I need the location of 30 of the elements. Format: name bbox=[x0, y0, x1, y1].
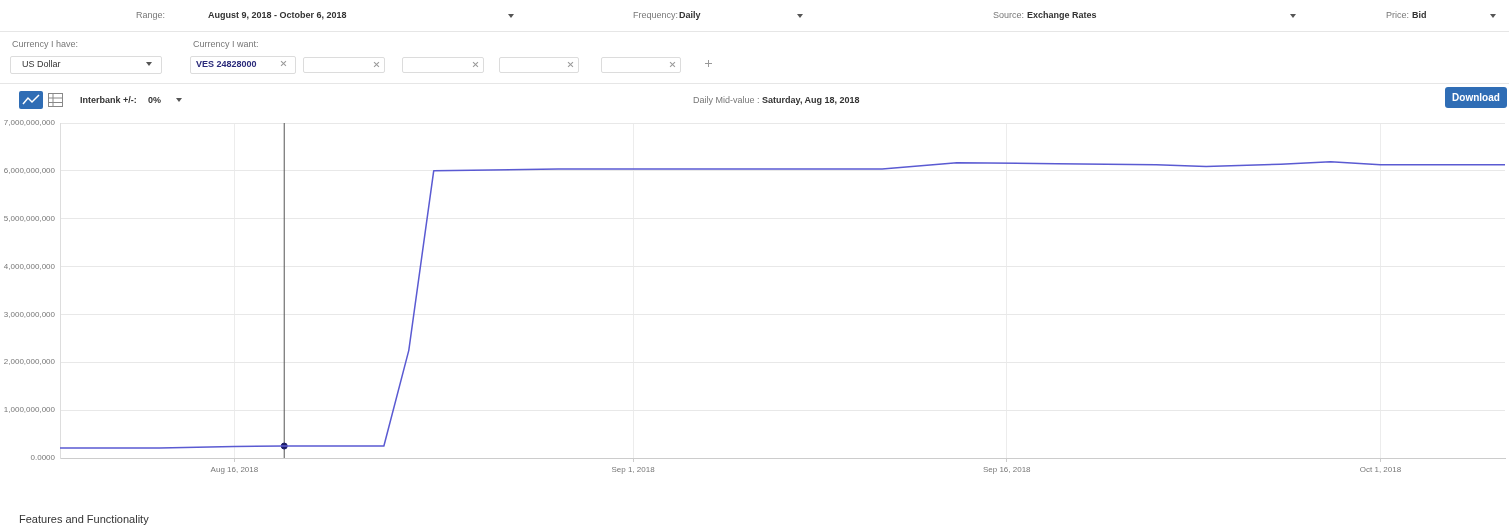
download-button: Download bbox=[1445, 87, 1507, 108]
text: Range: bbox=[136, 10, 166, 21]
y-tick-label: 0.0000 bbox=[30, 453, 56, 463]
text: August 9, 2018 - October 6, 2018 bbox=[208, 10, 347, 21]
y-tick-label: 1,000,000,000 bbox=[3, 405, 56, 415]
x-tick-label: Oct 1, 2018 bbox=[1359, 465, 1402, 474]
y-tick-label: 4,000,000,000 bbox=[3, 261, 56, 271]
text: Exchange Rates bbox=[1027, 10, 1097, 21]
text: Features and Functionality bbox=[19, 512, 149, 526]
text: Currency I want: bbox=[193, 39, 259, 50]
y-tick-label: 2,000,000,000 bbox=[3, 357, 56, 367]
text: Saturday, Aug 18, 2018 bbox=[762, 95, 860, 105]
y-tick-label: 6,000,000,000 bbox=[3, 166, 56, 176]
text: Bid bbox=[1412, 10, 1427, 21]
x-tick-label: Sep 1, 2018 bbox=[611, 465, 656, 474]
text: Interbank +/-: bbox=[80, 95, 137, 106]
x-tick-label: Aug 16, 2018 bbox=[210, 465, 259, 474]
text: 0% bbox=[148, 95, 162, 106]
text: Daily Mid-value : bbox=[693, 95, 761, 105]
text: VES 24828000 bbox=[196, 59, 257, 70]
text: US Dollar bbox=[22, 59, 61, 70]
text: Price: bbox=[1386, 10, 1410, 21]
text: Frequency: bbox=[633, 10, 679, 21]
text: Currency I have: bbox=[12, 39, 79, 50]
text: Daily bbox=[679, 10, 701, 21]
y-tick-label: 3,000,000,000 bbox=[3, 309, 56, 319]
y-tick-label: 5,000,000,000 bbox=[3, 213, 56, 223]
y-tick-label: 7,000,000,000 bbox=[3, 118, 56, 128]
source-note: Source: bbox=[993, 10, 1025, 21]
x-tick-label: Sep 16, 2018 bbox=[982, 465, 1032, 474]
